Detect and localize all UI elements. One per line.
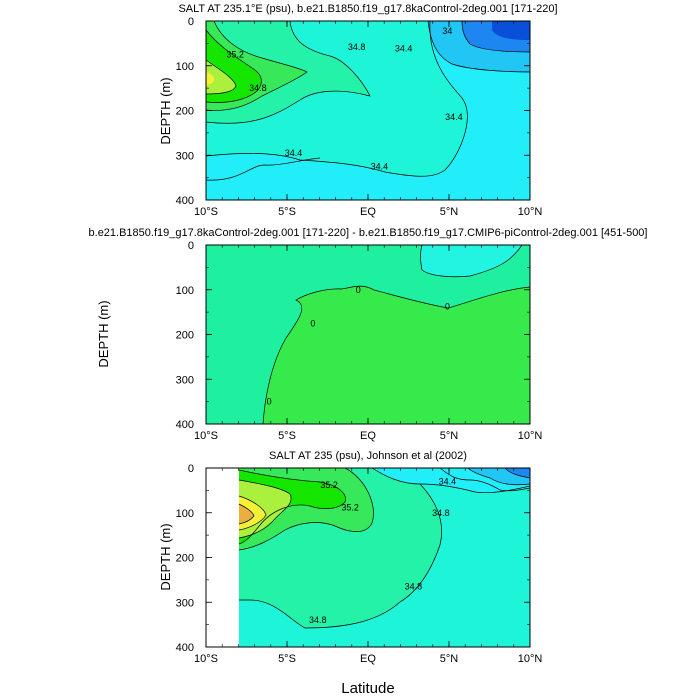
contour-lines [206, 21, 530, 181]
y-tick-label: 200 [176, 330, 194, 342]
contour-labels: 35.2 34.8 34.8 34.4 34 34.4 34.4 34.4 [226, 26, 462, 172]
contour-label: 0 [445, 301, 450, 311]
contour-label: 0 [310, 318, 315, 328]
x-tick-label: 5°S [278, 206, 296, 218]
contour-label: 35.2 [320, 480, 338, 490]
panel-difference: b.e21.B1850.f19_g17.8kaControl-2deg.001 … [89, 227, 648, 442]
contour-labels: 0 0 0 0 [267, 285, 450, 407]
y-axis-label: DEPTH (m) [96, 300, 111, 367]
contour-label: 34 [442, 26, 452, 36]
y-tick-label: 100 [176, 61, 194, 73]
y-tick-label: 300 [176, 150, 194, 162]
x-tick-label: 5°N [440, 206, 459, 218]
panel-model-salinity: SALT AT 235.1°E (psu), b.e21.B1850.f19_g… [158, 3, 558, 218]
panel-observed-salinity: SALT AT 235 (psu), Johnson et al (2002) [158, 450, 542, 697]
contour-label: 35.2 [341, 502, 359, 512]
region-negative [420, 245, 522, 277]
y-tick-label: 0 [188, 16, 194, 28]
y-tick-label: 200 [176, 106, 194, 118]
region-35-6 [206, 72, 215, 85]
contour-lines [238, 468, 530, 629]
region-lt-34-0 [492, 21, 530, 40]
region-35-8 [239, 504, 254, 524]
axes: 10°S 5°S EQ 5°N 10°N 0 100 200 300 400 [176, 463, 543, 665]
x-tick-label: EQ [360, 206, 376, 218]
y-tick-label: 400 [176, 642, 194, 654]
contour-labels: 35.2 35.2 34.4 34.8 34.8 34.8 [309, 476, 456, 625]
axes: 10°S 5°S EQ 5°N 10°N 0 100 200 300 400 [176, 240, 543, 442]
x-tick-label: 5°N [440, 653, 459, 665]
x-tick-label: 10°N [518, 430, 543, 442]
x-tick-label: 5°N [440, 430, 459, 442]
x-tick-label: 10°S [194, 430, 218, 442]
y-tick-label: 100 [176, 285, 194, 297]
contour-label: 34.4 [439, 476, 457, 486]
x-tick-label: 10°N [518, 206, 543, 218]
y-tick-label: 300 [176, 597, 194, 609]
x-tick-label: 10°S [194, 206, 218, 218]
x-axis-label: Latitude [341, 680, 394, 697]
panel-title: b.e21.B1850.f19_g17.8kaControl-2deg.001 … [89, 227, 648, 239]
contour-label: 0 [267, 397, 272, 407]
contour-label: 34.4 [445, 112, 463, 122]
contour-label: 34.4 [371, 161, 389, 171]
y-tick-label: 0 [188, 240, 194, 252]
y-tick-label: 0 [188, 463, 194, 475]
observed-salinity-field [206, 468, 530, 647]
y-tick-label: 300 [176, 374, 194, 386]
contour-label: 34.8 [348, 42, 366, 52]
panel-title: SALT AT 235 (psu), Johnson et al (2002) [269, 450, 467, 462]
x-tick-label: 10°N [518, 653, 543, 665]
x-tick-label: 5°S [278, 653, 296, 665]
x-tick-label: 5°S [278, 430, 296, 442]
contour-label: 34.8 [249, 83, 267, 93]
x-tick-label: EQ [360, 653, 376, 665]
contour-lines [262, 245, 530, 424]
region-positive-strong [263, 286, 530, 424]
axes: 10°S 5°S EQ 5°N 10°N 0 100 200 300 400 [176, 16, 543, 218]
region-34-0 [505, 468, 530, 478]
salinity-field [206, 21, 530, 200]
region-35-4 [206, 60, 236, 94]
y-tick-label: 400 [176, 419, 194, 431]
contour-label: 0 [356, 285, 361, 295]
y-tick-label: 200 [176, 553, 194, 565]
x-tick-label: EQ [360, 430, 376, 442]
contour-label: 34.4 [395, 44, 413, 54]
contour-label: 34.8 [432, 508, 450, 518]
contour-label: 34.8 [405, 582, 423, 592]
y-axis-label: DEPTH (m) [158, 523, 173, 590]
contour-label: 34.4 [285, 148, 303, 158]
contour-label: 34.8 [309, 615, 327, 625]
y-tick-label: 400 [176, 195, 194, 207]
x-tick-label: 10°S [194, 653, 218, 665]
y-tick-label: 100 [176, 508, 194, 520]
difference-field [206, 245, 530, 424]
panel-title: SALT AT 235.1°E (psu), b.e21.B1850.f19_g… [178, 3, 557, 15]
y-axis-label: DEPTH (m) [158, 77, 173, 144]
contour-label: 35.2 [226, 50, 244, 60]
